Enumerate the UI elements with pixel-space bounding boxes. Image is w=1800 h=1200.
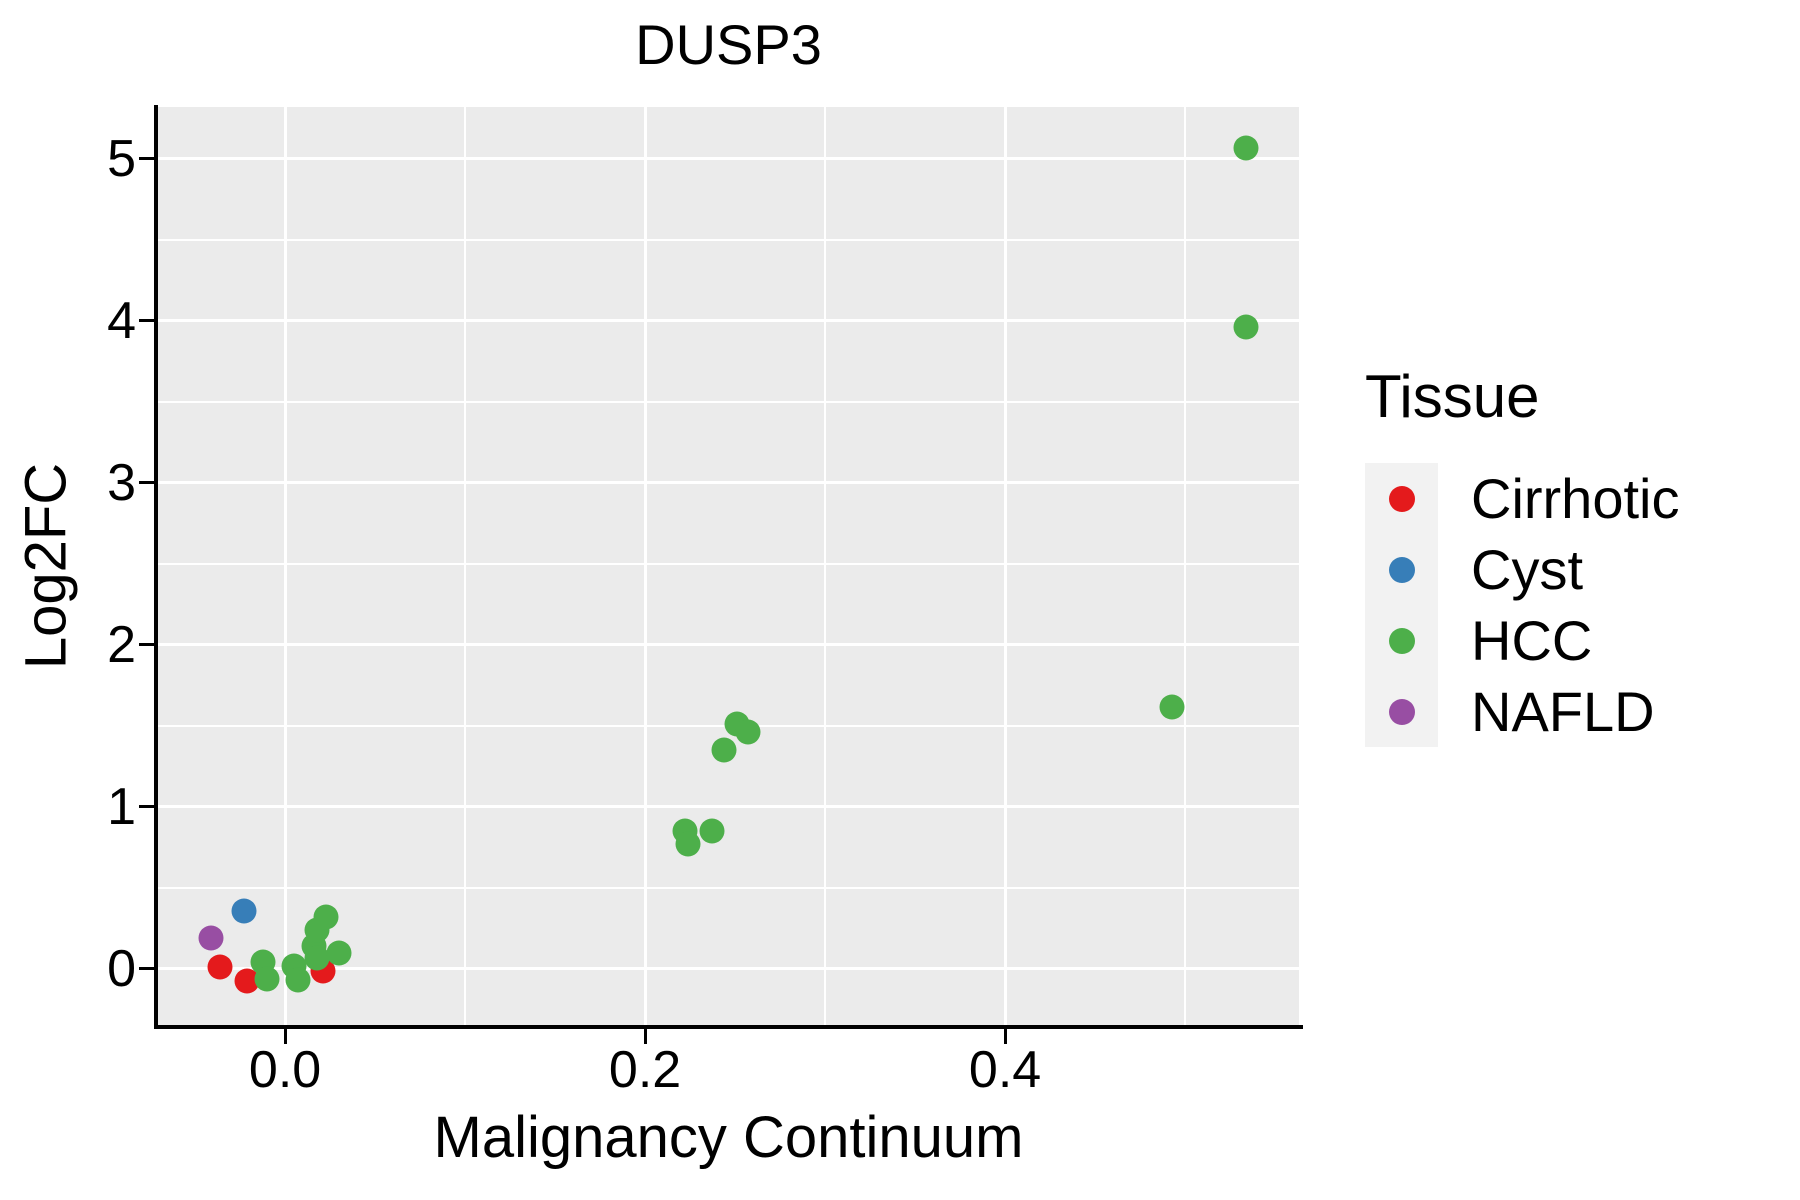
x-major-gridline: [1003, 107, 1007, 1025]
point-hcc: [1233, 135, 1259, 161]
point-hcc: [285, 967, 311, 993]
plot-panel: [158, 107, 1299, 1025]
legend-key: [1365, 534, 1438, 605]
legend-item-label: NAFLD: [1471, 679, 1655, 743]
legend-swatch-hcc-icon: [1388, 627, 1415, 654]
legend-swatch-cyst-icon: [1388, 556, 1415, 583]
x-tick-mark: [643, 1029, 647, 1044]
point-hcc: [304, 945, 330, 971]
y-minor-gridline: [158, 239, 1299, 241]
legend-items: Cirrhotic Cyst HCC NAFLD: [1365, 463, 1679, 747]
point-cyst: [231, 898, 257, 924]
point-hcc: [254, 966, 280, 992]
point-nafld: [198, 925, 224, 951]
y-major-gridline: [158, 805, 1299, 809]
point-hcc: [735, 719, 761, 745]
point-hcc: [699, 818, 725, 844]
x-axis-label: Malignancy Continuum: [433, 1105, 1024, 1170]
legend-title: Tissue: [1365, 363, 1540, 430]
y-tick-mark: [139, 967, 154, 971]
legend-item-label: Cyst: [1471, 537, 1583, 601]
y-tick-label: 3: [107, 453, 136, 512]
y-major-gridline: [158, 319, 1299, 323]
legend-item-label: Cirrhotic: [1471, 466, 1680, 530]
legend-swatch-cirrhotic-icon: [1388, 485, 1415, 512]
y-major-gridline: [158, 643, 1299, 647]
x-tick-label: 0.0: [248, 1041, 322, 1099]
y-tick-label: 1: [107, 777, 136, 836]
legend-key: [1365, 605, 1438, 676]
x-axis-line: [154, 1025, 1303, 1029]
legend-item: Cyst: [1365, 534, 1679, 605]
y-tick-label: 0: [107, 939, 136, 998]
legend-key: [1365, 676, 1438, 747]
x-major-gridline: [643, 107, 647, 1025]
y-tick-mark: [139, 157, 154, 161]
y-major-gridline: [158, 157, 1299, 161]
y-tick-mark: [139, 319, 154, 323]
legend-item: NAFLD: [1365, 676, 1679, 747]
x-minor-gridline: [1184, 107, 1186, 1025]
y-minor-gridline: [158, 887, 1299, 889]
legend-item-label: HCC: [1471, 608, 1593, 672]
point-hcc: [1233, 314, 1259, 340]
y-axis-line: [154, 105, 158, 1029]
point-hcc: [1159, 694, 1185, 720]
legend-item: Cirrhotic: [1365, 463, 1679, 534]
x-major-gridline: [283, 107, 287, 1025]
point-hcc: [326, 940, 352, 966]
point-cirrhotic: [207, 954, 233, 980]
x-minor-gridline: [824, 107, 826, 1025]
point-hcc: [675, 831, 701, 857]
y-major-gridline: [158, 967, 1299, 971]
x-tick-label: 0.2: [608, 1041, 682, 1099]
chart-title: DUSP3: [635, 13, 822, 76]
y-tick-label: 4: [107, 291, 136, 350]
y-tick-label: 5: [107, 129, 136, 188]
x-minor-gridline: [464, 107, 466, 1025]
legend-key: [1365, 463, 1438, 534]
x-tick-label: 0.4: [968, 1041, 1042, 1099]
legend: Tissue Cirrhotic Cyst HCC NAFLD: [1365, 362, 1679, 747]
legend-item: HCC: [1365, 605, 1679, 676]
y-major-gridline: [158, 481, 1299, 485]
x-tick-mark: [283, 1029, 287, 1044]
y-tick-mark: [139, 805, 154, 809]
y-minor-gridline: [158, 563, 1299, 565]
point-hcc: [711, 737, 737, 763]
point-hcc: [313, 904, 339, 930]
legend-swatch-nafld-icon: [1388, 698, 1415, 725]
y-tick-mark: [139, 643, 154, 647]
y-minor-gridline: [158, 401, 1299, 403]
x-tick-mark: [1003, 1029, 1007, 1044]
y-tick-label: 2: [107, 615, 136, 674]
y-tick-mark: [139, 481, 154, 485]
